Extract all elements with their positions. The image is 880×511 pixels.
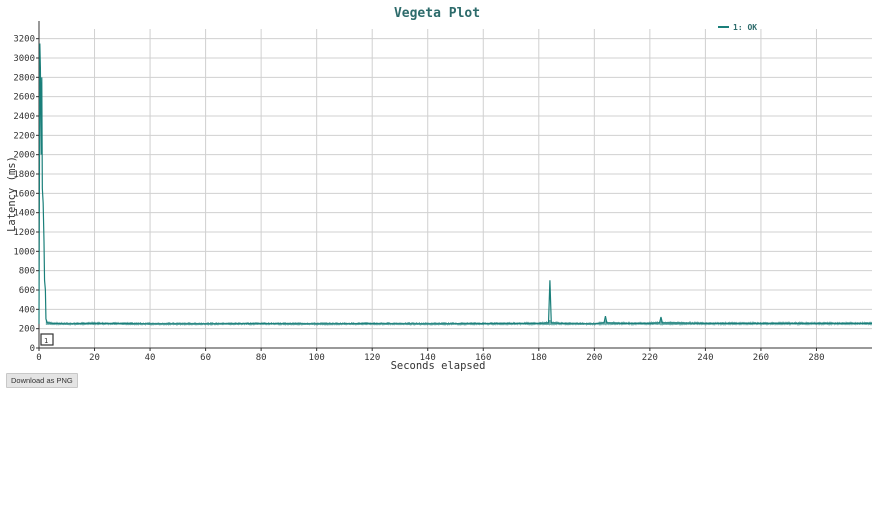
y-tick-label: 800 <box>19 267 35 277</box>
x-tick-label: 120 <box>364 353 380 363</box>
x-tick-label: 0 <box>36 353 41 363</box>
x-tick-label: 80 <box>256 353 267 363</box>
y-axis-label: Latency (ms) <box>6 156 18 232</box>
series-line-0 <box>38 43 872 325</box>
annotation-label: 1 <box>44 337 48 345</box>
y-tick-label: 400 <box>19 305 35 315</box>
x-tick-label: 100 <box>309 353 325 363</box>
y-tick-label: 3000 <box>13 54 35 64</box>
x-tick-label: 40 <box>145 353 156 363</box>
x-tick-label: 260 <box>753 353 769 363</box>
y-tick-label: 2200 <box>13 131 35 141</box>
chart-title: Vegeta Plot <box>394 6 480 21</box>
series-layer <box>38 43 872 326</box>
x-tick-label: 180 <box>531 353 547 363</box>
y-tick-label: 2800 <box>13 73 35 83</box>
y-tick-label: 1800 <box>13 170 35 180</box>
x-tick-label: 160 <box>475 353 491 363</box>
series-band-0 <box>45 319 872 326</box>
y-tick-label: 2600 <box>13 93 35 103</box>
download-png-button[interactable]: Download as PNG <box>6 373 78 388</box>
x-tick-label: 140 <box>420 353 436 363</box>
x-axis-label: Seconds elapsed <box>391 360 486 372</box>
y-tick-label: 1400 <box>13 209 35 219</box>
x-tick-label: 240 <box>697 353 713 363</box>
legend[interactable]: 1: OK <box>718 23 757 32</box>
y-tick-label: 2400 <box>13 112 35 122</box>
y-tick-label: 2000 <box>13 151 35 161</box>
axes-layer <box>38 21 872 349</box>
y-tick-label: 1600 <box>13 189 35 199</box>
x-tick-label: 20 <box>89 353 100 363</box>
legend-label-ok: 1: OK <box>733 23 757 32</box>
x-tick-label: 220 <box>642 353 658 363</box>
grid-layer <box>39 29 872 348</box>
x-tick-label: 60 <box>200 353 211 363</box>
y-tick-label: 1000 <box>13 247 35 257</box>
ticks-layer: 0 20 40 60 80 100 120 140 160 180 200 220 240 260 2800… <box>13 35 824 363</box>
y-tick-label: 0 <box>30 344 35 354</box>
x-tick-label: 280 <box>808 353 824 363</box>
annotation-rect <box>40 333 54 346</box>
y-tick-label: 600 <box>19 286 35 296</box>
y-tick-label: 200 <box>19 325 35 335</box>
y-tick-label: 1200 <box>13 228 35 238</box>
x-tick-label: 200 <box>586 353 602 363</box>
y-tick-label: 3200 <box>13 35 35 45</box>
annotation-box[interactable]: 1 <box>40 333 54 346</box>
